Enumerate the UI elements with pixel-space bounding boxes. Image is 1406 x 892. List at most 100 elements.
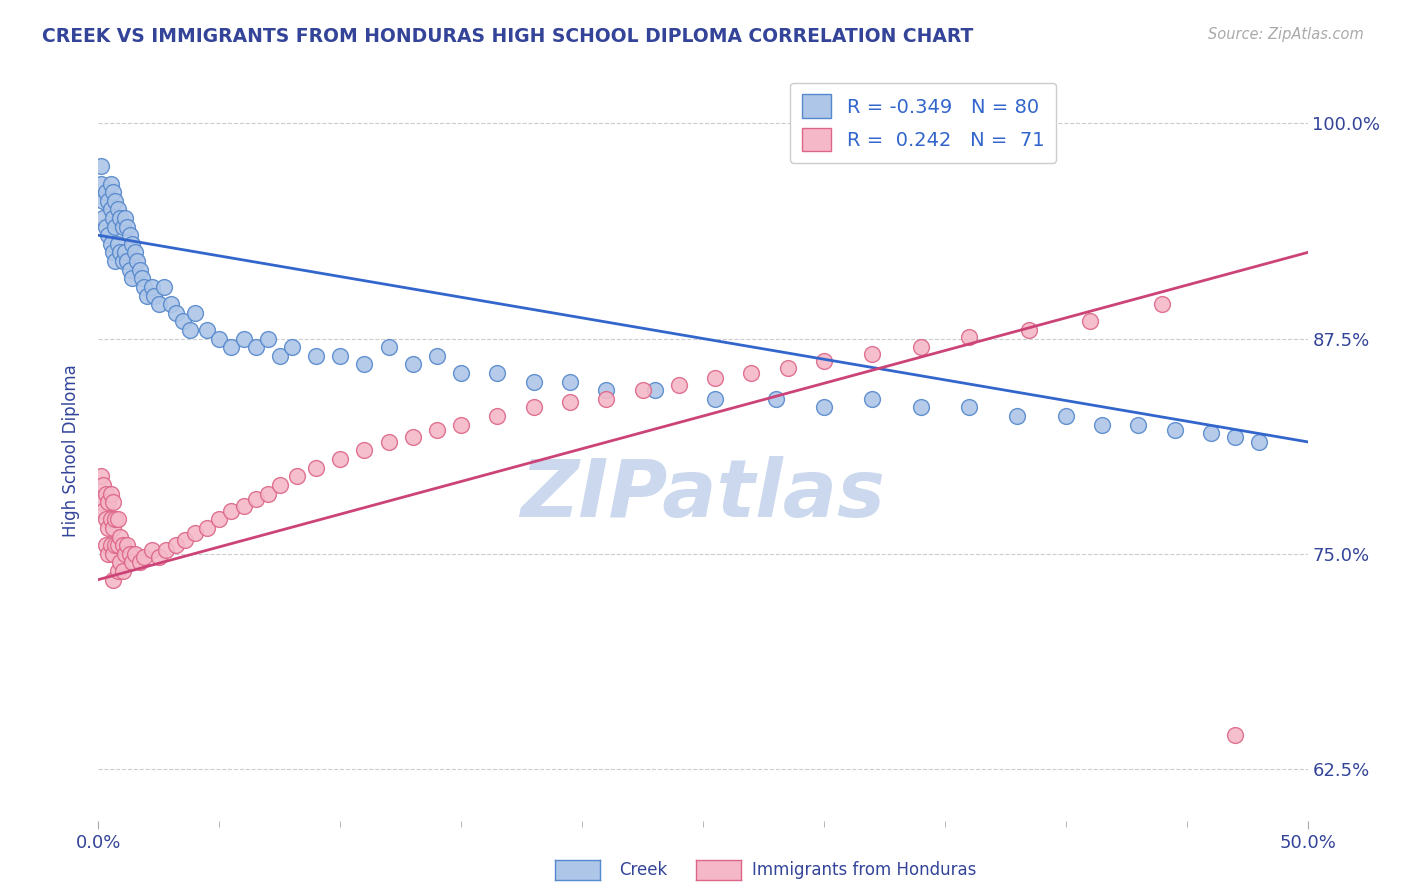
Point: [221, 340, 243, 354]
Point: [860, 347, 883, 361]
Point: [765, 392, 787, 406]
Point: [208, 512, 231, 526]
Point: [1054, 409, 1077, 423]
Point: [595, 392, 617, 406]
Point: [141, 543, 163, 558]
Point: [128, 555, 150, 569]
Point: [111, 254, 134, 268]
Point: [143, 288, 166, 302]
Point: [107, 538, 129, 552]
Point: [329, 349, 352, 363]
Point: [704, 371, 727, 385]
Point: [353, 443, 375, 458]
Point: [107, 236, 129, 251]
Point: [107, 564, 129, 578]
Point: [1128, 417, 1150, 432]
Point: [118, 262, 141, 277]
Point: [256, 332, 278, 346]
Point: [131, 271, 153, 285]
Point: [160, 297, 183, 311]
Point: [97, 547, 120, 561]
Point: [269, 478, 291, 492]
Point: [232, 332, 254, 346]
Point: [114, 211, 136, 225]
Point: [141, 280, 163, 294]
Point: [195, 521, 218, 535]
Point: [377, 340, 399, 354]
Point: [152, 280, 174, 294]
Point: [269, 349, 291, 363]
Point: [104, 538, 127, 552]
Point: [118, 228, 141, 243]
Point: [523, 375, 546, 389]
Point: [107, 202, 129, 217]
Point: [221, 504, 243, 518]
Point: [813, 401, 835, 415]
Point: [94, 512, 117, 526]
Point: [118, 547, 141, 561]
Point: [94, 486, 117, 500]
Point: [104, 219, 127, 234]
Point: [121, 555, 143, 569]
Point: [127, 254, 149, 268]
Point: [101, 521, 124, 535]
Point: [305, 349, 328, 363]
Point: [644, 383, 666, 397]
Point: [117, 538, 139, 552]
Point: [353, 357, 375, 371]
Point: [100, 486, 122, 500]
Point: [148, 297, 170, 311]
Point: [108, 555, 131, 569]
Point: [450, 417, 472, 432]
Point: [245, 491, 267, 506]
Point: [117, 254, 139, 268]
Point: [910, 340, 932, 354]
Point: [90, 495, 112, 509]
Point: [117, 219, 139, 234]
Point: [91, 194, 114, 208]
Point: [104, 194, 127, 208]
Point: [256, 486, 278, 500]
Point: [100, 512, 122, 526]
Point: [165, 538, 187, 552]
Point: [1223, 727, 1246, 741]
Point: [740, 366, 762, 380]
Point: [1223, 430, 1246, 444]
Point: [94, 219, 117, 234]
Point: [101, 211, 124, 225]
Point: [94, 185, 117, 199]
Point: [1199, 426, 1222, 441]
Point: [100, 236, 122, 251]
Point: [101, 185, 124, 199]
Point: [91, 478, 114, 492]
Point: [108, 530, 131, 544]
Point: [285, 469, 308, 483]
Point: [595, 383, 617, 397]
Point: [100, 538, 122, 552]
Point: [813, 354, 835, 368]
Point: [172, 314, 194, 328]
Point: [121, 236, 143, 251]
Point: [281, 340, 304, 354]
Point: [558, 375, 581, 389]
Point: [124, 245, 146, 260]
Point: [208, 332, 231, 346]
Point: [90, 177, 112, 191]
Text: Creek: Creek: [619, 861, 666, 879]
Point: [148, 550, 170, 565]
Point: [668, 378, 690, 392]
Point: [91, 504, 114, 518]
Point: [426, 349, 449, 363]
Point: [174, 533, 197, 547]
Point: [179, 323, 201, 337]
Point: [134, 550, 156, 565]
Point: [90, 160, 112, 174]
Legend: R = -0.349   N = 80, R =  0.242   N =  71: R = -0.349 N = 80, R = 0.242 N = 71: [790, 83, 1056, 163]
Point: [184, 306, 207, 320]
Text: Immigrants from Honduras: Immigrants from Honduras: [752, 861, 977, 879]
Point: [108, 211, 131, 225]
Point: [90, 469, 112, 483]
Point: [101, 245, 124, 260]
Point: [97, 194, 120, 208]
Point: [114, 245, 136, 260]
